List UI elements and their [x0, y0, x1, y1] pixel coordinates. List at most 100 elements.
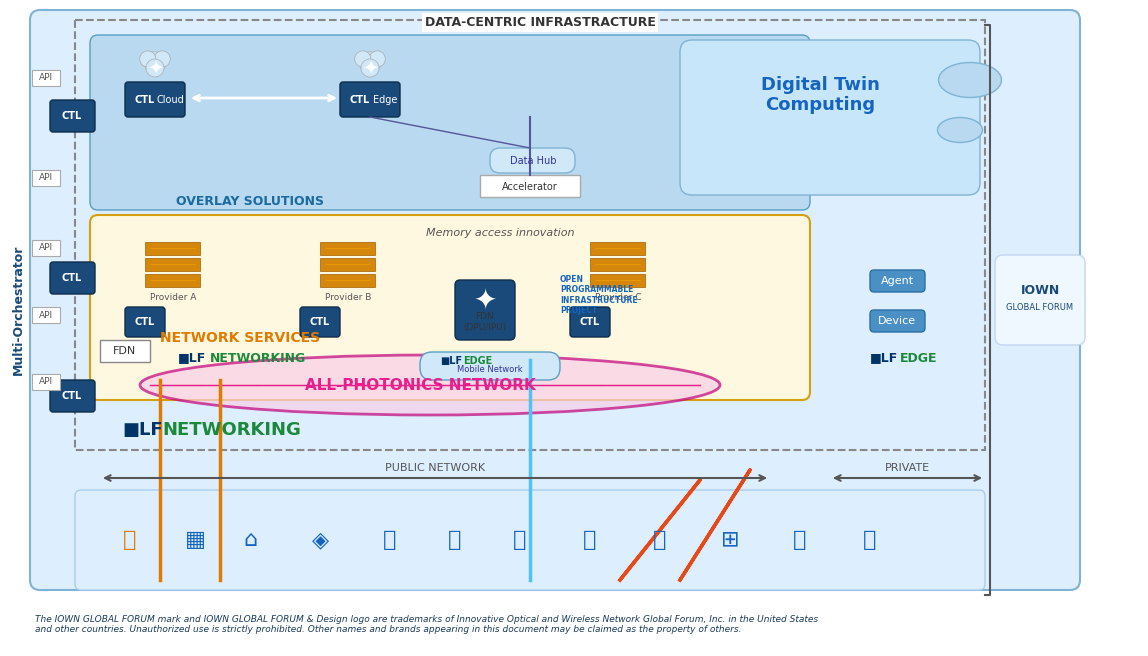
Bar [480, 175, 580, 197]
Text: 🚗: 🚗 [383, 530, 397, 550]
Text: CTL: CTL [62, 391, 83, 401]
Text: CTL: CTL [350, 95, 370, 105]
Text: 📷: 📷 [513, 530, 527, 550]
Bar [145, 258, 200, 271]
Text: API: API [39, 377, 53, 386]
Text: ⌂: ⌂ [243, 530, 257, 550]
Text: ✦: ✦ [147, 58, 163, 77]
Text: Mobile Network: Mobile Network [457, 365, 522, 373]
Circle shape [146, 59, 164, 77]
Bar [590, 242, 645, 255]
FancyBboxPatch shape [90, 215, 810, 400]
FancyBboxPatch shape [420, 352, 560, 380]
Text: API: API [39, 310, 53, 319]
Text: ■LF: ■LF [178, 352, 207, 365]
Ellipse shape [140, 355, 720, 415]
Circle shape [359, 52, 381, 73]
FancyBboxPatch shape [51, 380, 95, 412]
Bar [590, 274, 645, 287]
Text: CTL: CTL [62, 273, 83, 283]
Bar [320, 242, 375, 255]
Text: Digital Twin
Computing: Digital Twin Computing [761, 75, 879, 114]
Bar [32, 70, 60, 86]
Text: ✦: ✦ [362, 58, 378, 77]
Bar [32, 240, 60, 256]
Bar [100, 340, 150, 362]
Text: API: API [39, 173, 53, 182]
FancyBboxPatch shape [300, 307, 340, 337]
FancyBboxPatch shape [125, 82, 185, 117]
Text: NETWORKING: NETWORKING [162, 421, 301, 439]
Text: Data Hub: Data Hub [510, 156, 557, 166]
Text: 🏢: 🏢 [793, 530, 807, 550]
Bar [590, 258, 645, 271]
Circle shape [145, 52, 165, 73]
FancyBboxPatch shape [90, 35, 810, 210]
Bar [32, 170, 60, 186]
Text: API: API [39, 243, 53, 253]
FancyBboxPatch shape [30, 10, 1080, 590]
FancyBboxPatch shape [680, 40, 980, 195]
Text: GLOBAL FORUM: GLOBAL FORUM [1007, 304, 1073, 312]
FancyBboxPatch shape [870, 310, 925, 332]
FancyBboxPatch shape [571, 307, 610, 337]
Text: 🏠: 🏠 [863, 530, 877, 550]
Bar [32, 307, 60, 323]
Text: CTL: CTL [62, 111, 83, 121]
Text: Provider A: Provider A [149, 293, 196, 302]
Text: Provider B: Provider B [325, 293, 371, 302]
Text: The IOWN GLOBAL FORUM mark and IOWN GLOBAL FORUM & Design logo are trademarks of: The IOWN GLOBAL FORUM mark and IOWN GLOB… [34, 615, 819, 634]
Text: ■LF: ■LF [870, 352, 898, 365]
FancyBboxPatch shape [125, 307, 165, 337]
Text: ■LF: ■LF [122, 421, 163, 439]
Text: PRIVATE: PRIVATE [884, 463, 930, 473]
Text: PUBLIC NETWORK: PUBLIC NETWORK [385, 463, 486, 473]
Text: ⊞: ⊞ [721, 530, 739, 550]
Text: EDGE: EDGE [463, 356, 492, 366]
Text: DATA-CENTRIC INFRASTRACTURE: DATA-CENTRIC INFRASTRACTURE [425, 16, 656, 29]
Bar [320, 274, 375, 287]
Text: ▦: ▦ [185, 530, 205, 550]
Text: OPEN
PROGRAMMABLE
INFRASTRUCTURE
PROJECT: OPEN PROGRAMMABLE INFRASTRUCTURE PROJECT [560, 275, 637, 315]
Text: NETWORK SERVICES: NETWORK SERVICES [160, 331, 320, 345]
Text: Edge: Edge [373, 95, 397, 105]
FancyBboxPatch shape [340, 82, 400, 117]
FancyBboxPatch shape [455, 280, 515, 340]
Circle shape [140, 51, 156, 67]
Text: Provider C: Provider C [595, 293, 642, 302]
Text: OVERLAY SOLUTIONS: OVERLAY SOLUTIONS [176, 195, 324, 208]
Text: ⌚: ⌚ [653, 530, 667, 550]
Bar [75, 20, 985, 450]
Bar [145, 274, 200, 287]
Circle shape [370, 51, 386, 67]
Text: API: API [39, 73, 53, 83]
Text: ⬛: ⬛ [123, 530, 137, 550]
Text: IOWN: IOWN [1021, 283, 1060, 297]
Text: Cloud: Cloud [156, 95, 184, 105]
Text: CTL: CTL [134, 95, 155, 105]
FancyBboxPatch shape [75, 490, 985, 590]
Circle shape [355, 51, 371, 67]
FancyBboxPatch shape [995, 255, 1085, 345]
Text: CTL: CTL [310, 317, 331, 327]
Text: Multi-Orchestrator: Multi-Orchestrator [11, 245, 24, 375]
Text: FDN
(DPU/IPU): FDN (DPU/IPU) [464, 312, 506, 332]
Text: ■LF: ■LF [440, 356, 463, 366]
Text: ◈: ◈ [311, 530, 328, 550]
Bar [320, 258, 375, 271]
Text: Device: Device [878, 316, 916, 326]
Text: Memory access innovation: Memory access innovation [426, 228, 574, 238]
Text: EDGE: EDGE [900, 352, 938, 365]
Text: CTL: CTL [580, 317, 600, 327]
Text: NETWORKING: NETWORKING [210, 352, 307, 365]
Text: ALL-PHOTONICS NETWORK: ALL-PHOTONICS NETWORK [304, 377, 535, 392]
Circle shape [360, 59, 379, 77]
Ellipse shape [938, 117, 983, 142]
Text: FDN: FDN [114, 346, 137, 356]
FancyBboxPatch shape [51, 100, 95, 132]
Ellipse shape [939, 62, 1001, 98]
FancyBboxPatch shape [870, 270, 925, 292]
Text: CTL: CTL [134, 317, 155, 327]
Text: 🧠: 🧠 [449, 530, 461, 550]
FancyBboxPatch shape [490, 148, 575, 173]
